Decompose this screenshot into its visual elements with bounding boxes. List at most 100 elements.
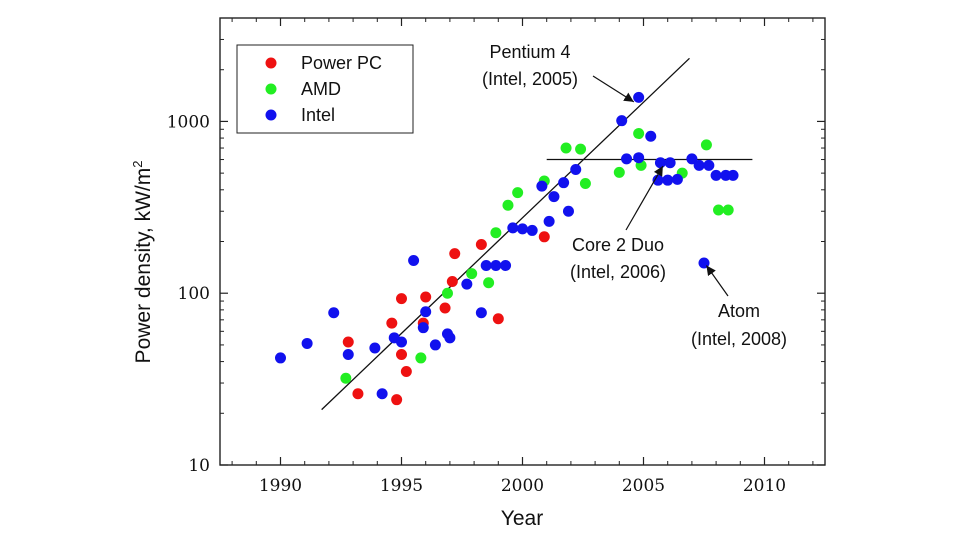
annotation-core2duo: Core 2 Duo (Intel, 2006) — [570, 165, 666, 282]
intel-point — [342, 348, 354, 360]
trend-line — [321, 57, 690, 411]
annotation-pentium4-arrow — [592, 75, 635, 103]
intel-point — [664, 157, 676, 169]
intel-point — [570, 163, 582, 175]
legend-marker-power-pc — [265, 57, 277, 69]
intel-point — [500, 259, 512, 271]
intel-point — [633, 91, 645, 103]
x-tick-label: 2005 — [622, 476, 665, 496]
x-axis: 1990 1995 2000 2005 2010 — [231, 18, 814, 496]
fit-lines — [321, 57, 753, 411]
y-axis: 10 100 1000 — [167, 38, 825, 476]
data-points — [275, 91, 739, 406]
power-pc-point — [391, 394, 403, 406]
annotation-core2duo-line2: (Intel, 2006) — [570, 262, 666, 282]
intel-point — [517, 223, 528, 235]
x-tick-label: 2010 — [743, 476, 786, 496]
amd-point — [633, 128, 645, 140]
intel-point — [693, 159, 705, 171]
amd-point — [575, 143, 587, 155]
legend-label-power-pc: Power PC — [301, 53, 382, 73]
power-pc-point — [420, 291, 432, 303]
amd-point — [340, 372, 352, 384]
intel-point — [275, 352, 286, 364]
power-pc-point — [439, 302, 451, 314]
intel-point — [727, 169, 739, 181]
power-pc-point — [400, 366, 412, 378]
intel-point — [526, 224, 538, 236]
intel-point — [396, 336, 407, 348]
intel-point — [461, 278, 473, 290]
annotation-atom-line1: Atom — [718, 301, 760, 321]
amd-point — [713, 204, 725, 216]
intel-point — [616, 115, 628, 127]
x-tick-label: 1995 — [380, 476, 423, 496]
amd-point — [560, 142, 572, 154]
intel-point — [548, 191, 560, 203]
amd-point — [579, 178, 591, 190]
intel-point — [558, 177, 570, 189]
intel-point — [645, 130, 657, 142]
intel-point — [444, 332, 456, 344]
legend-marker-intel — [265, 109, 277, 121]
x-axis-title: Year — [501, 507, 543, 530]
legend-marker-amd — [265, 83, 277, 95]
amd-point — [490, 227, 502, 239]
power-pc-point — [396, 348, 407, 360]
intel-point — [369, 342, 381, 354]
power-pc-point — [352, 388, 364, 400]
amd-point — [512, 187, 524, 199]
intel-point — [301, 337, 313, 349]
intel-point — [420, 306, 432, 318]
annotation-core2duo-arrow — [625, 165, 664, 231]
x-tick-label: 2000 — [501, 476, 544, 496]
power-pc-point — [538, 231, 550, 243]
intel-point — [710, 169, 722, 181]
amd-point — [441, 287, 453, 299]
intel-point — [536, 180, 548, 192]
power-pc-point — [449, 248, 461, 260]
intel-point — [429, 339, 441, 351]
annotation-pentium4-line1: Pentium 4 — [489, 42, 570, 62]
intel-point — [654, 157, 666, 169]
intel-point — [328, 307, 340, 319]
annotation-pentium4-line2: (Intel, 2005) — [482, 69, 578, 89]
intel-point — [562, 205, 574, 217]
amd-point — [415, 352, 427, 364]
legend: Power PC AMD Intel — [236, 44, 414, 134]
intel-point — [633, 152, 645, 164]
annotation-pentium4: Pentium 4 (Intel, 2005) — [482, 42, 635, 103]
annotation-atom: Atom (Intel, 2008) — [691, 265, 787, 349]
amd-point — [483, 277, 495, 289]
intel-point — [686, 153, 698, 165]
power-pc-point — [475, 239, 487, 251]
intel-point — [417, 322, 429, 334]
intel-point — [408, 255, 420, 267]
power-pc-point — [446, 275, 458, 287]
intel-point — [703, 159, 715, 171]
y-tick-label: 100 — [178, 284, 210, 304]
amd-point — [466, 268, 478, 280]
y-tick-label: 10 — [188, 456, 210, 476]
x-tick-label: 1990 — [259, 476, 302, 496]
amd-point — [502, 199, 514, 211]
power-pc-point — [396, 293, 407, 305]
intel-point — [376, 388, 388, 400]
y-tick-label: 1000 — [167, 112, 210, 132]
intel-point — [543, 215, 555, 227]
power-pc-point — [342, 336, 354, 348]
intel-point — [507, 222, 519, 234]
amd-point — [722, 204, 734, 216]
intel-point — [652, 174, 664, 186]
intel-point — [662, 174, 674, 186]
power-pc-point — [386, 317, 398, 329]
annotation-atom-arrow — [705, 265, 729, 297]
annotation-core2duo-line1: Core 2 Duo — [572, 235, 664, 255]
intel-point — [490, 259, 502, 271]
intel-point — [621, 153, 633, 165]
amd-point — [700, 139, 712, 151]
annotations: Pentium 4 (Intel, 2005) Core 2 Duo (Inte… — [482, 42, 787, 349]
legend-label-amd: AMD — [301, 79, 341, 99]
y-axis-title-superscript: 2 — [130, 161, 145, 168]
